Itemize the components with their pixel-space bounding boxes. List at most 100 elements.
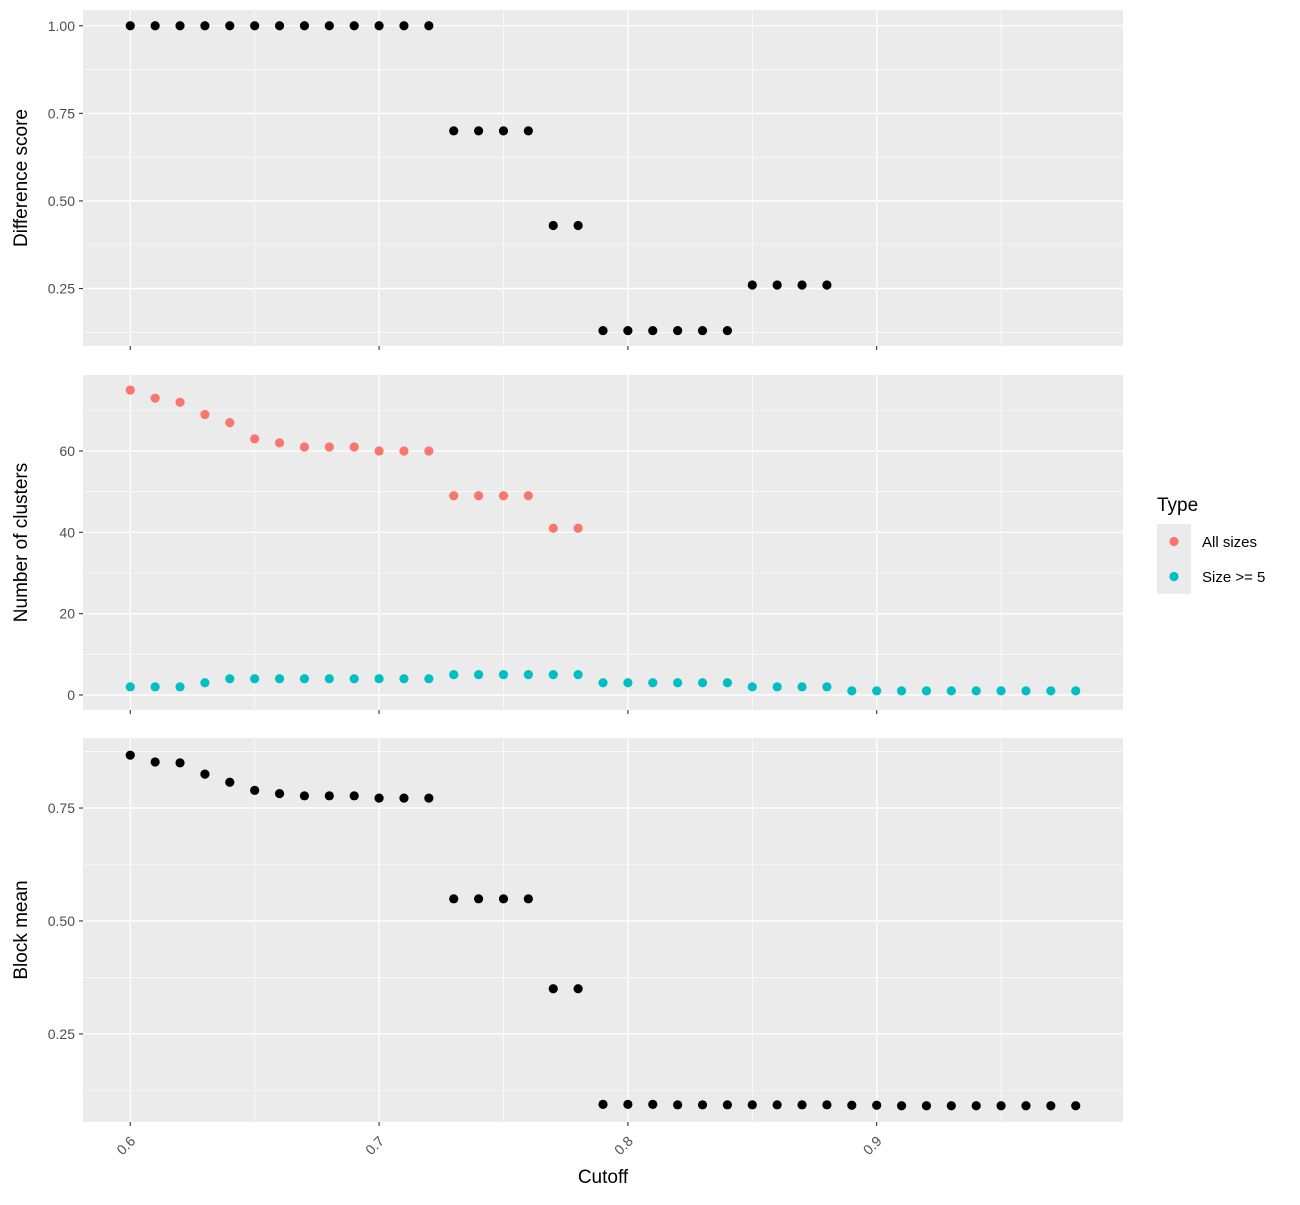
data-point <box>225 21 235 31</box>
data-point <box>225 417 235 428</box>
data-point <box>1071 686 1081 696</box>
data-point <box>449 126 459 136</box>
data-point <box>200 21 210 31</box>
data-point <box>548 523 558 533</box>
data-point <box>747 682 757 692</box>
data-point <box>598 678 608 688</box>
data-point <box>424 674 434 684</box>
data-point <box>498 491 509 501</box>
data-point <box>498 670 509 680</box>
data-point <box>872 1100 882 1110</box>
data-point <box>274 788 285 799</box>
data-point <box>747 1100 757 1110</box>
data-point <box>598 325 608 336</box>
data-point <box>424 793 434 803</box>
y-tick-label: 20 <box>59 606 75 622</box>
data-point <box>250 674 260 684</box>
data-point <box>697 1100 708 1110</box>
y-tick-label: 40 <box>59 524 75 540</box>
y-tick-label: 0.25 <box>48 281 75 297</box>
data-point <box>697 678 708 688</box>
data-point <box>324 21 334 31</box>
data-point <box>349 442 359 452</box>
data-point <box>274 21 285 31</box>
data-point <box>299 791 310 801</box>
data-point <box>175 758 185 768</box>
data-point <box>125 385 135 395</box>
data-point <box>772 682 782 692</box>
legend-label: All sizes <box>1202 534 1257 551</box>
data-point <box>797 682 807 692</box>
data-point <box>349 791 359 801</box>
data-point <box>872 686 882 696</box>
data-point <box>473 491 484 501</box>
data-point <box>673 678 683 688</box>
panel-background-3 <box>83 738 1123 1122</box>
data-point <box>847 1100 857 1110</box>
data-point <box>449 491 459 501</box>
y-axis-title: Difference score <box>11 109 32 247</box>
data-point <box>150 21 160 31</box>
data-point <box>125 21 135 31</box>
x-tick-label: 0.8 <box>611 1133 636 1158</box>
y-axis-title: Number of clusters <box>11 463 32 622</box>
data-point <box>200 769 210 779</box>
data-point <box>374 793 384 803</box>
data-point <box>896 686 907 696</box>
data-point <box>946 1101 956 1111</box>
data-point <box>548 220 558 231</box>
y-tick-label: 0.75 <box>48 800 75 816</box>
data-point <box>772 280 782 290</box>
data-point <box>349 674 359 684</box>
data-point <box>200 409 210 420</box>
data-point <box>349 21 359 31</box>
data-point <box>250 21 260 31</box>
panel-background-2 <box>83 375 1123 710</box>
data-point <box>573 984 583 994</box>
y-tick-label: 0.50 <box>48 913 75 929</box>
data-point <box>274 674 285 684</box>
data-point <box>996 686 1006 696</box>
data-point <box>648 325 658 336</box>
data-point <box>971 1101 981 1111</box>
data-point <box>125 682 135 692</box>
data-point <box>648 678 658 688</box>
data-point <box>697 325 708 336</box>
panel-background-1 <box>83 10 1123 346</box>
data-point <box>225 674 235 684</box>
data-point <box>573 523 583 533</box>
data-point <box>1071 1101 1081 1111</box>
data-point <box>498 894 509 904</box>
data-point <box>473 670 484 680</box>
data-point <box>399 21 409 31</box>
data-point <box>822 1100 832 1110</box>
data-point <box>772 1100 782 1110</box>
y-tick-label: 0 <box>67 687 75 703</box>
data-point <box>971 686 981 696</box>
data-point <box>673 325 683 336</box>
data-point <box>623 678 633 688</box>
x-tick-label: 0.9 <box>860 1133 885 1158</box>
data-point <box>498 126 509 136</box>
data-point <box>449 894 459 904</box>
data-point <box>1021 686 1031 696</box>
data-point <box>473 126 484 136</box>
data-point <box>722 1100 733 1110</box>
legend-title: Type <box>1157 495 1198 516</box>
data-point <box>150 757 160 767</box>
data-point <box>1046 1101 1056 1111</box>
data-point <box>573 670 583 680</box>
data-point <box>424 446 434 456</box>
data-point <box>548 984 558 994</box>
data-point <box>722 325 733 336</box>
data-point <box>473 894 484 904</box>
data-point <box>822 280 832 290</box>
data-point <box>150 393 160 403</box>
data-point <box>150 682 160 692</box>
data-point <box>399 674 409 684</box>
data-point <box>673 1100 683 1110</box>
y-tick-label: 60 <box>59 443 75 459</box>
data-point <box>374 21 384 31</box>
